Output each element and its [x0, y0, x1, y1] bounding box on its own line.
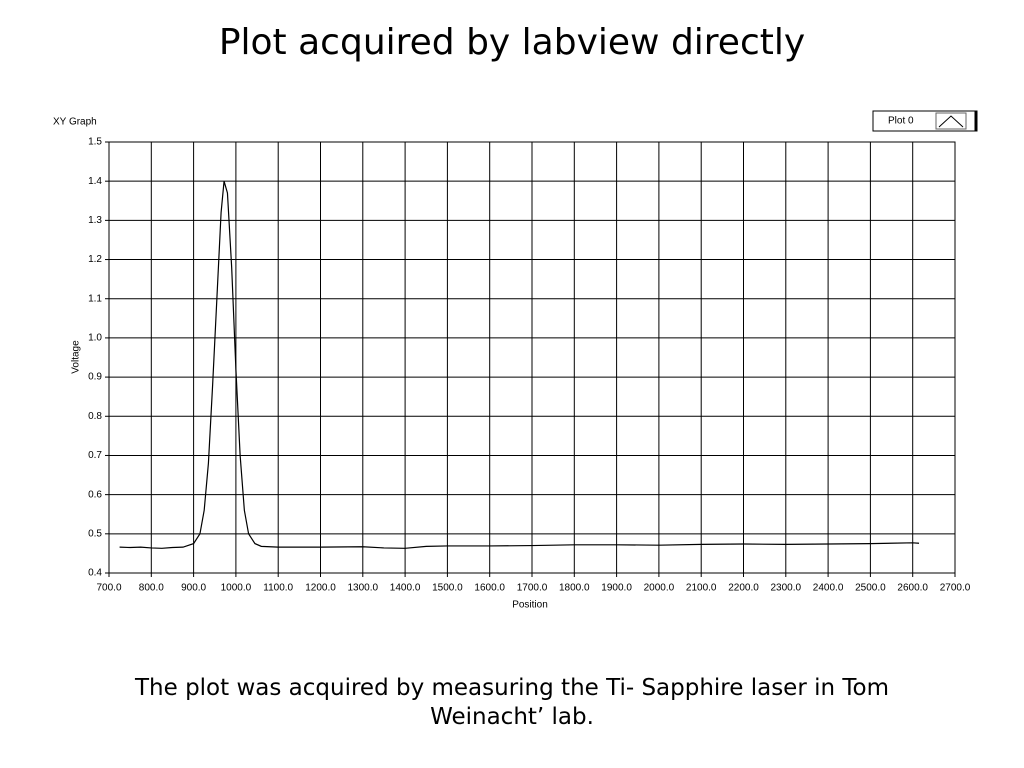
x-tick-label: 2500.0 — [855, 583, 886, 594]
y-tick-label: 1.0 — [88, 333, 102, 344]
y-tick-label: 0.4 — [88, 568, 102, 579]
x-tick-label: 700.0 — [96, 583, 121, 594]
series-line — [119, 181, 920, 549]
legend-swatch-box — [935, 112, 967, 130]
x-tick-label: 2000.0 — [644, 583, 675, 594]
x-tick-label: 1800.0 — [559, 583, 590, 594]
x-tick-label: 1500.0 — [432, 583, 463, 594]
y-tick-label: 1.3 — [88, 215, 102, 226]
x-tick-label: 1300.0 — [348, 583, 379, 594]
chart: XY Graph Position Voltage 0.4 0.5 0.6 0.7 0.… — [53, 110, 978, 611]
x-tick-label: 800.0 — [139, 583, 164, 594]
x-tick-label: 1600.0 — [474, 583, 505, 594]
x-tick-label: 1900.0 — [601, 583, 632, 594]
caption: The plot was acquired by measuring the T… — [134, 675, 889, 730]
x-tick-label: 2200.0 — [728, 583, 759, 594]
y-tick-label: 1.5 — [88, 137, 102, 148]
y-tick-label: 0.8 — [88, 411, 102, 422]
x-tick-label: 2300.0 — [771, 583, 802, 594]
legend-swatch — [938, 115, 964, 128]
slide-title: Plot acquired by labview directly — [218, 22, 806, 63]
x-tick-label: 900.0 — [181, 583, 206, 594]
x-tick-label: 2700.0 — [940, 583, 971, 594]
y-axis-label: Voltage — [71, 340, 82, 374]
y-tick-label: 1.1 — [88, 293, 102, 304]
x-tick-label: 1400.0 — [390, 583, 421, 594]
y-tick-label: 1.4 — [88, 176, 102, 187]
x-tick-label: 1700.0 — [517, 583, 548, 594]
legend-label: Plot 0 — [888, 116, 914, 127]
plot-frame — [108, 141, 956, 574]
y-tick-label: 0.7 — [88, 450, 102, 461]
y-tick-label: 0.5 — [88, 528, 102, 539]
x-axis-label: Position — [512, 600, 548, 611]
x-tick-label: 1100.0 — [263, 583, 293, 594]
x-tick-label: 2100.0 — [686, 583, 717, 594]
y-tick-label: 0.6 — [88, 489, 102, 500]
x-tick-label: 2600.0 — [897, 583, 928, 594]
x-tick-label: 1200.0 — [305, 583, 336, 594]
y-tick-label: 0.9 — [88, 372, 102, 383]
graph-label: XY Graph — [53, 117, 97, 128]
x-tick-label: 1000.0 — [221, 583, 252, 594]
x-tick-label: 2400.0 — [813, 583, 844, 594]
y-tick-label: 1.2 — [88, 254, 102, 265]
